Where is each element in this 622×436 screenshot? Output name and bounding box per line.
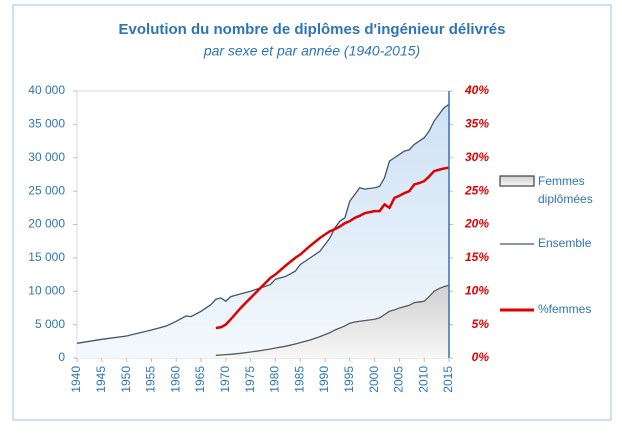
x-tick-label: 2000 (367, 366, 381, 393)
legend-label: Femmes diplômées (538, 174, 593, 206)
y2-tick-label: 35% (465, 117, 489, 131)
y2-tick-label: 15% (465, 250, 489, 264)
area-line (215, 284, 450, 356)
y-tick-label: 35 000 (28, 117, 65, 131)
y-tick-label: 10 000 (28, 283, 65, 297)
chart-subtitle: par sexe et par année (1940-2015) (203, 43, 420, 59)
y-tick-label: 0 (58, 350, 65, 364)
y-tick-label: 15 000 (28, 250, 65, 264)
y-tick-label: 25 000 (28, 183, 65, 197)
x-tick-label: 1950 (119, 366, 133, 393)
legend-swatch (499, 175, 535, 187)
area-fill (77, 104, 449, 358)
y2-tick-label: 40% (464, 83, 489, 97)
legend-label: %femmes (538, 302, 591, 316)
y2-tick-label: 0% (472, 350, 490, 364)
chart-title: Evolution du nombre de diplômes d'ingéni… (119, 21, 506, 38)
x-tick-label: 1940 (69, 366, 83, 393)
y2-tick-label: 20% (464, 217, 489, 231)
x-tick-label: 1990 (317, 366, 331, 393)
x-tick-label: 2005 (392, 366, 406, 393)
y-tick-label: 5 000 (35, 317, 65, 331)
x-tick-label: 1960 (168, 366, 182, 393)
y2-tick-label: 25% (464, 183, 489, 197)
y2-tick-label: 10% (465, 283, 489, 297)
area-fill (215, 285, 449, 358)
y-tick-label: 20 000 (28, 217, 65, 231)
y2-tick-label: 5% (472, 317, 490, 331)
x-tick-label: 1980 (268, 366, 282, 393)
x-tick-label: 2010 (416, 366, 430, 393)
x-tick-label: 2015 (441, 366, 455, 393)
x-tick-label: 1970 (218, 366, 232, 393)
area-line (76, 103, 450, 344)
y2-tick-label: 30% (465, 150, 489, 164)
legend-label: Ensemble (538, 236, 592, 250)
x-tick-label: 1995 (342, 366, 356, 393)
x-tick-label: 1945 (94, 366, 108, 393)
x-tick-label: 1975 (243, 366, 257, 393)
x-tick-label: 1965 (193, 366, 207, 393)
y-tick-label: 30 000 (28, 150, 65, 164)
x-tick-label: 1955 (144, 366, 158, 393)
line (215, 166, 450, 330)
x-tick-label: 1985 (292, 366, 306, 393)
y-tick-label: 40 000 (28, 83, 65, 97)
